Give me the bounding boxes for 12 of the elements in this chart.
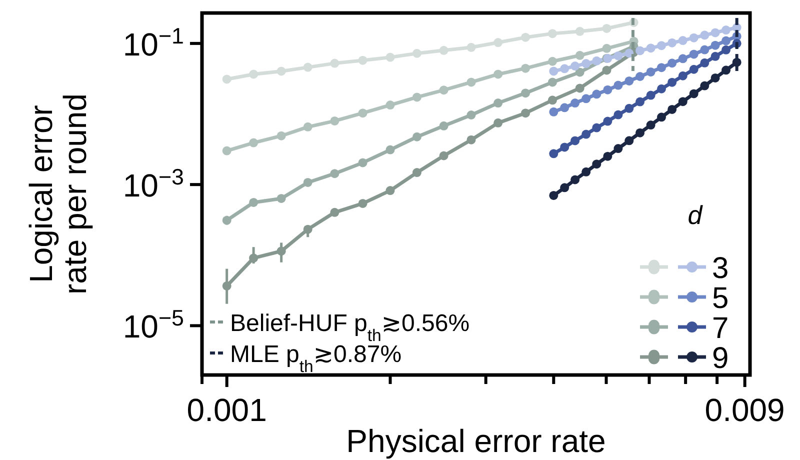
legend-label: 3 [712, 252, 729, 285]
y-axis-title: Logical error rate per round [23, 93, 93, 295]
y-tick-label: 10$^{−3}$ [122, 164, 184, 204]
legend-label: 9 [712, 342, 729, 375]
y-tick-label: 10$^{−1}$ [122, 22, 184, 62]
legend-label: 7 [712, 312, 729, 345]
x-axis-title: Physical error rate [346, 423, 606, 459]
legend-label: 5 [712, 282, 729, 315]
y-tick-label: 10$^{−5}$ [122, 305, 184, 345]
legend-title: d [688, 200, 704, 230]
x-tick-label: 0.001 [186, 392, 267, 428]
x-tick-label: 0.009 [704, 392, 785, 428]
